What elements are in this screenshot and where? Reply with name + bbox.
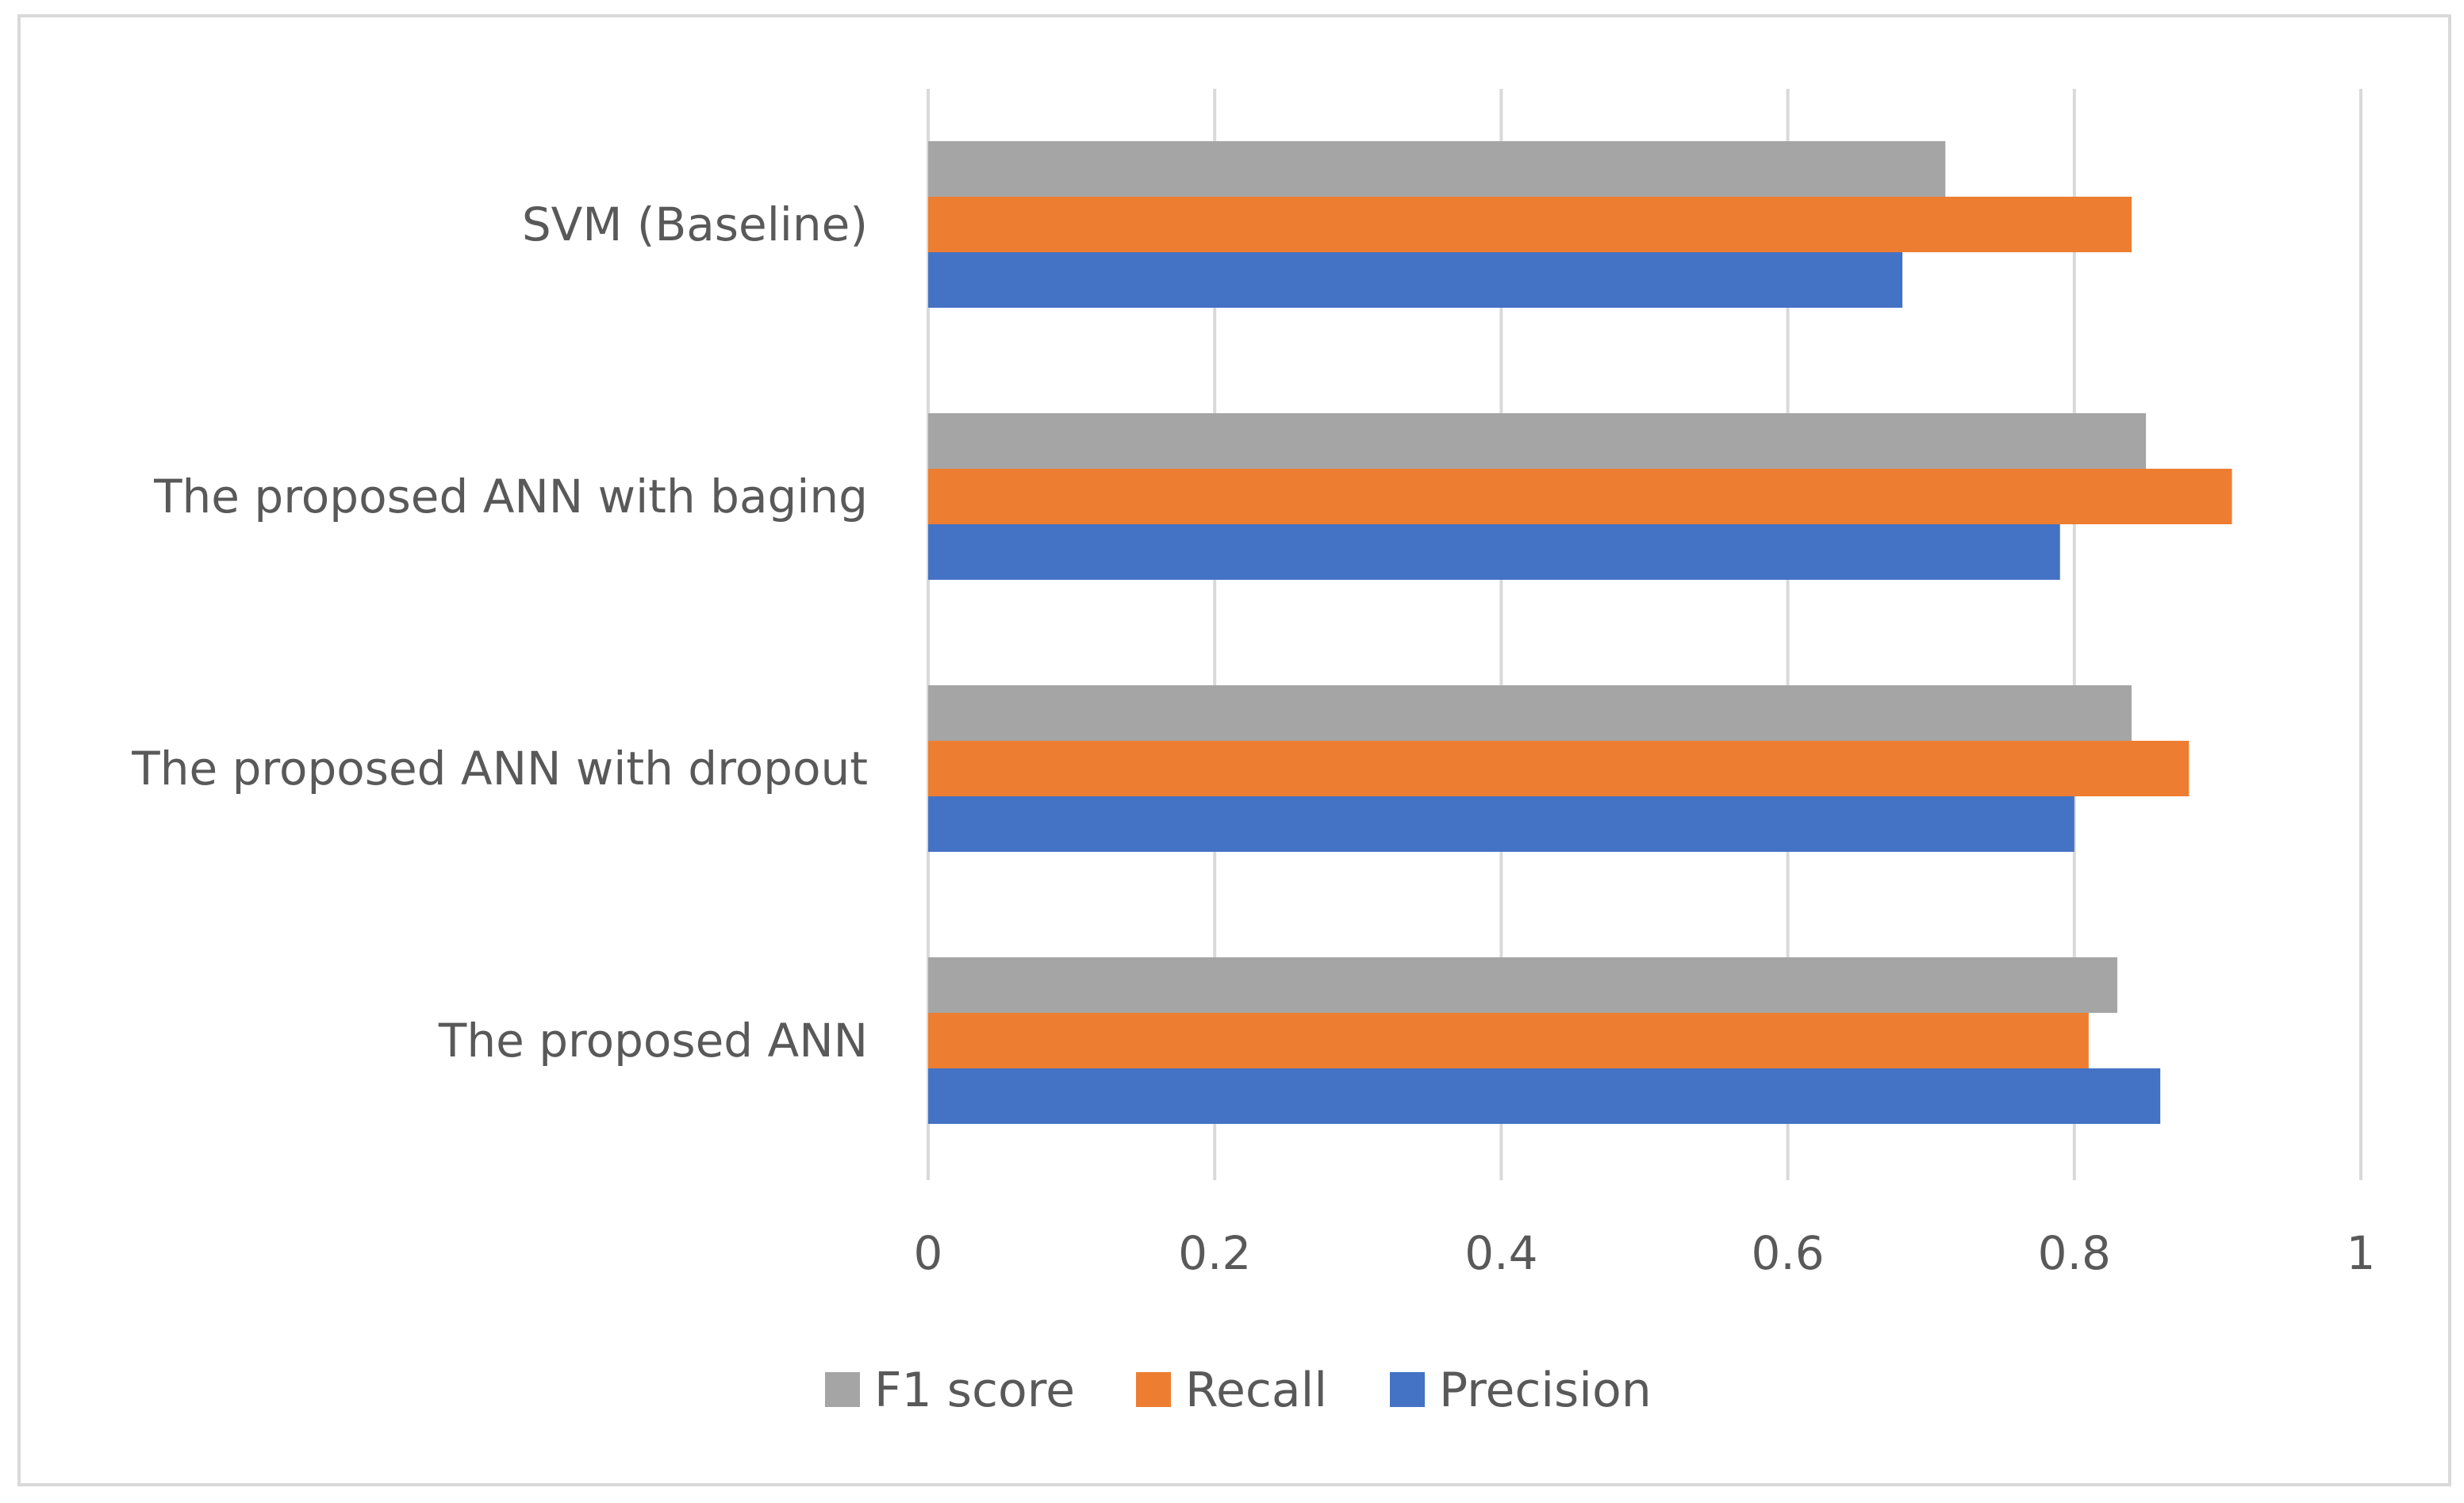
x-tick-label-1: 1 [2347,1226,2376,1280]
x-tick-label-0: 0 [914,1226,943,1280]
bar-recall-the-proposed-ann-with-dropout [928,741,2190,796]
legend-swatch-recall [1136,1372,1171,1407]
bar-recall-the-proposed-ann [928,1013,2089,1068]
bar-precision-the-proposed-ann-with-baging [928,524,2060,580]
bar-f1-score-the-proposed-ann-with-dropout [928,685,2132,741]
bar-f1-score-the-proposed-ann-with-baging [928,413,2147,469]
category-labels: SVM (Baseline) The proposed ANN with bagi… [131,197,868,1068]
bar-f1-score-the-proposed-ann [928,957,2117,1013]
legend-label-precision: Precision [1439,1363,1652,1418]
bar-recall-the-proposed-ann-with-baging [928,469,2232,524]
legend-label-recall: Recall [1185,1363,1327,1418]
bar-recall-svm-baseline [928,197,2132,252]
category-label-the-proposed-ann-with-baging: The proposed ANN with baging [153,470,868,523]
x-tick-label-0-2: 0.2 [1178,1226,1251,1280]
legend-swatch-f1-score [825,1372,860,1407]
bar-precision-the-proposed-ann-with-dropout [928,796,2074,852]
legend-swatch-precision [1390,1372,1425,1407]
x-tick-label-0-8: 0.8 [2038,1226,2111,1280]
bar-f1-score-svm-baseline [928,141,1946,197]
category-label-svm-baseline: SVM (Baseline) [522,197,868,251]
category-label-the-proposed-ann-with-dropout: The proposed ANN with dropout [131,742,868,796]
legend-label-f1-score: F1 score [874,1363,1075,1418]
bar-precision-svm-baseline [928,252,1903,308]
bars [928,141,2232,1124]
x-tick-label-0-6: 0.6 [1751,1226,1824,1280]
x-tick-labels: 0 0.2 0.4 0.6 0.8 1 [914,1226,2376,1280]
category-label-the-proposed-ann: The proposed ANN [438,1014,868,1068]
legend: F1 score Recall Precision [825,1363,1652,1418]
bar-precision-the-proposed-ann [928,1068,2161,1124]
x-tick-label-0-4: 0.4 [1464,1226,1537,1280]
